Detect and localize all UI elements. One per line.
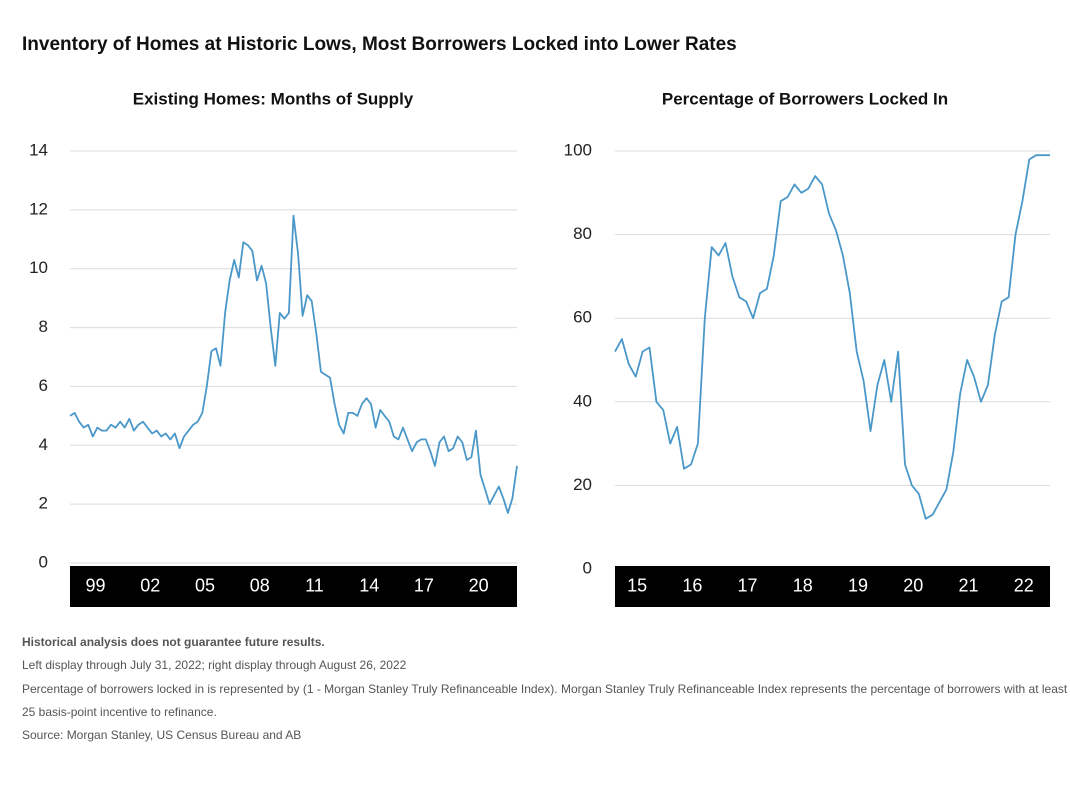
data-line [614, 154, 1050, 520]
x-axis-band [70, 566, 517, 607]
x-tick-label: 21 [959, 575, 979, 595]
y-tick-label: 12 [29, 199, 48, 218]
x-tick-label: 02 [140, 575, 160, 595]
y-tick-label: 40 [573, 391, 592, 410]
footnote: 25 basis-point incentive to refinance. [22, 705, 217, 719]
y-tick-label: 0 [583, 558, 592, 577]
x-tick-label: 16 [682, 575, 702, 595]
footnote: Percentage of borrowers locked in is rep… [22, 682, 1070, 696]
x-tick-label: 18 [793, 575, 813, 595]
y-tick-label: 8 [39, 317, 48, 336]
x-tick-label: 22 [1014, 575, 1034, 595]
y-tick-label: 10 [29, 258, 48, 277]
y-tick-label: 2 [39, 494, 48, 513]
x-axis-band [615, 566, 1050, 607]
y-tick-label: 4 [39, 435, 48, 454]
y-tick-label: 6 [39, 376, 48, 395]
footnote: Historical analysis does not guarantee f… [22, 635, 325, 649]
x-tick-label: 19 [848, 575, 868, 595]
x-tick-label: 20 [469, 575, 489, 595]
y-tick-label: 14 [29, 140, 48, 159]
x-tick-label: 08 [250, 575, 270, 595]
page-title: Inventory of Homes at Historic Lows, Mos… [22, 34, 737, 55]
y-tick-label: 100 [564, 140, 592, 159]
x-tick-label: 17 [738, 575, 758, 595]
x-tick-label: 05 [195, 575, 215, 595]
chart-title: Existing Homes: Months of Supply [133, 89, 414, 108]
x-tick-label: 99 [86, 575, 106, 595]
footnote: Source: Morgan Stanley, US Census Bureau… [22, 728, 301, 742]
y-tick-label: 80 [573, 224, 592, 243]
footnote: Left display through July 31, 2022; righ… [22, 658, 407, 672]
x-tick-label: 15 [627, 575, 647, 595]
data-line [69, 214, 518, 514]
y-tick-label: 0 [39, 552, 48, 571]
y-tick-label: 20 [573, 475, 592, 494]
x-tick-label: 14 [359, 575, 379, 595]
x-tick-label: 11 [305, 575, 324, 595]
x-tick-label: 17 [414, 575, 434, 595]
x-tick-label: 20 [903, 575, 923, 595]
chart-title: Percentage of Borrowers Locked In [662, 89, 948, 108]
y-tick-label: 60 [573, 308, 592, 327]
